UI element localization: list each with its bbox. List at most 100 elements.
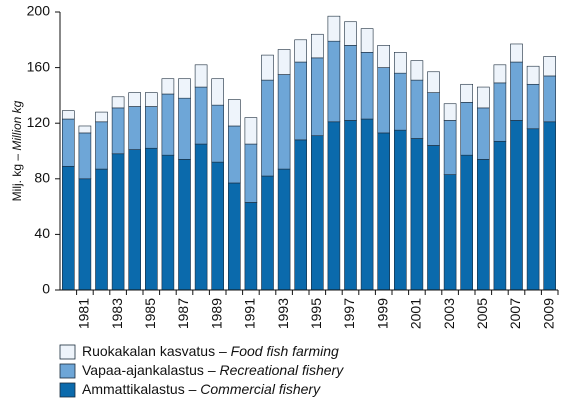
bar-segment: [476, 159, 490, 291]
y-tick-label: 0: [42, 281, 50, 297]
bar-segment: [476, 107, 490, 160]
bar-segment: [460, 102, 474, 156]
bar-segment: [161, 154, 175, 291]
bar-segment: [410, 79, 424, 139]
bar-segment: [128, 149, 141, 291]
bar-segment: [145, 106, 158, 149]
bar-segment: [443, 174, 457, 291]
x-tick-label: 1983: [109, 298, 125, 329]
bar-segment: [111, 96, 125, 109]
x-tick-label: 1995: [308, 298, 324, 329]
bar-segment: [476, 86, 490, 109]
bar-segment: [194, 64, 208, 88]
bar-segment: [178, 159, 191, 291]
bar-segment: [145, 92, 158, 107]
bar-segment: [510, 61, 523, 121]
x-tick-label: 2009: [540, 298, 556, 329]
bar-segment: [526, 128, 540, 291]
bar-segment: [178, 78, 191, 99]
bar-segment: [95, 111, 108, 123]
bar-segment: [410, 60, 424, 81]
bar-segment: [244, 202, 258, 291]
bar-segment: [161, 78, 175, 95]
y-tick-label: 40: [34, 225, 50, 241]
bar-segment: [377, 45, 391, 68]
bar-segment: [261, 175, 274, 291]
bar-segment: [244, 117, 258, 145]
x-tick-label: 1991: [242, 298, 258, 329]
bar-segment: [360, 28, 374, 53]
bar-segment: [261, 79, 274, 177]
bar-segment: [128, 106, 141, 150]
legend-label: Ammattikalastus – Commercial fishery: [82, 381, 321, 397]
x-tick-label: 1997: [341, 298, 357, 329]
bar-segment: [261, 54, 274, 81]
bar-segment: [344, 45, 357, 121]
bar-segment: [377, 67, 391, 134]
bar-segment: [510, 43, 523, 63]
bar-segment: [294, 61, 308, 141]
bar-segment: [310, 33, 324, 59]
bar-segment: [277, 74, 291, 170]
x-tick-label: 2007: [507, 298, 523, 329]
bar-segment: [228, 182, 241, 291]
bar-segment: [294, 39, 308, 63]
bar-segment: [294, 139, 308, 291]
x-tick-label: 2001: [408, 298, 424, 329]
bar-segment: [78, 125, 92, 134]
bar-segment: [211, 104, 224, 163]
bar-segment: [526, 65, 540, 85]
bar-segment: [128, 92, 141, 107]
bar-segment: [377, 132, 391, 291]
bar-segment: [327, 121, 341, 291]
bar-segment: [111, 107, 125, 155]
bar-segment: [310, 135, 324, 291]
bar-segment: [327, 40, 341, 123]
bar-segment: [211, 78, 224, 106]
bar-segment: [95, 168, 108, 291]
x-tick-label: 1989: [208, 298, 224, 329]
bar-segment: [543, 121, 557, 291]
bar-segment: [211, 161, 224, 291]
bar-segment: [344, 21, 357, 46]
y-tick-label: 80: [34, 170, 50, 186]
bar-segment: [427, 92, 440, 146]
bar-segment: [310, 57, 324, 137]
bar-segment: [443, 120, 457, 175]
bar-segment: [493, 64, 507, 84]
bar-segment: [493, 140, 507, 291]
legend-label: Vapaa-ajankalastus – Recreational fisher…: [82, 362, 344, 378]
bar-segment: [327, 15, 341, 42]
bar-segment: [443, 103, 457, 121]
legend-swatch: [59, 344, 76, 360]
bar-segment: [360, 52, 374, 120]
legend-swatch: [59, 382, 76, 398]
bar-segment: [228, 125, 241, 184]
x-tick-label: 1985: [142, 298, 158, 329]
x-tick-label: 2003: [441, 298, 457, 329]
bar-segment: [360, 118, 374, 291]
x-tick-label: 1993: [275, 298, 291, 329]
bar-segment: [410, 138, 424, 291]
y-tick-label: 120: [27, 114, 51, 130]
bar-segment: [460, 154, 474, 291]
bar-segment: [78, 132, 92, 180]
y-axis-label: Milj. kg – Million kg: [10, 100, 24, 201]
x-tick-label: 2005: [474, 298, 490, 329]
bar-segment: [194, 86, 208, 145]
bar-segment: [543, 75, 557, 123]
legend-label: Ruokakalan kasvatus – Food fish farming: [82, 343, 339, 359]
legend-swatch: [59, 363, 76, 379]
bar-segment: [178, 97, 191, 160]
bar-segment: [61, 110, 75, 120]
bar-segment: [510, 120, 523, 291]
bar-segment: [145, 147, 158, 291]
bar-segment: [111, 153, 125, 291]
bar-segment: [78, 178, 92, 291]
bar-segment: [244, 143, 258, 203]
bar-segment: [543, 56, 557, 77]
bar-segment: [61, 165, 75, 291]
bar-segment: [61, 118, 75, 167]
x-tick-label: 1987: [175, 298, 191, 329]
